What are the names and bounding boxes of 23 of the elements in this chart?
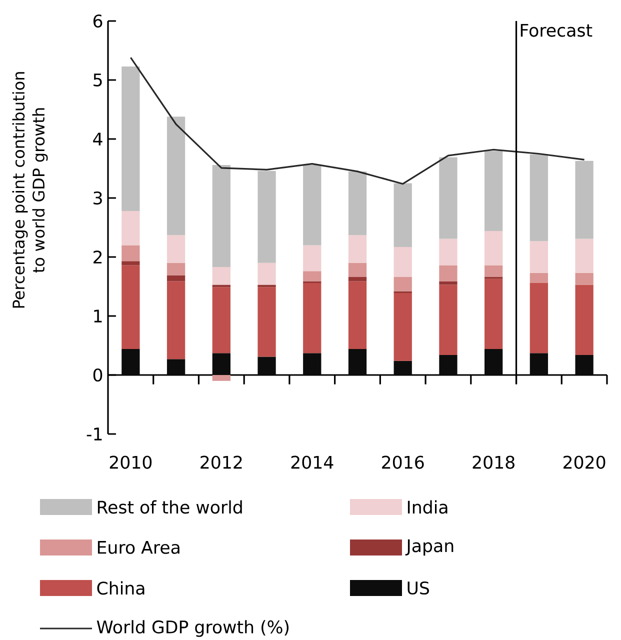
x-tick-label: 2020 — [564, 456, 606, 469]
x-tick-label: 2012 — [200, 456, 242, 469]
y-tick-label: 2 — [94, 250, 102, 264]
legend-label: World GDP growth (%) — [96, 620, 289, 637]
x-tick-label: 2018 — [472, 456, 514, 469]
legend-label: US — [408, 581, 429, 595]
y-tick-label: 6 — [93, 14, 102, 28]
legend-label: China — [97, 581, 144, 595]
x-tick-label: 2014 — [291, 456, 334, 469]
x-tick-label: 2016 — [382, 456, 424, 469]
y-tick-label: 0 — [93, 368, 102, 382]
x-tick-label: 2010 — [110, 456, 152, 469]
y-tick-label: 1 — [94, 310, 102, 322]
ref-line-label: Forecast — [520, 24, 592, 37]
legend-label: Rest of the world — [98, 500, 242, 514]
legend-label: Euro Area — [98, 541, 180, 554]
legend-label: India — [408, 500, 448, 514]
y-tick-label: 5 — [94, 74, 102, 86]
y-tick-label: 3 — [94, 191, 102, 205]
y-axis-title: Percentage point contribution to world GDP growth — [12, 72, 48, 308]
y-tick-label: -1 — [86, 428, 102, 440]
legend-label: Japan — [405, 539, 454, 556]
y-tick-label: 4 — [93, 132, 102, 146]
